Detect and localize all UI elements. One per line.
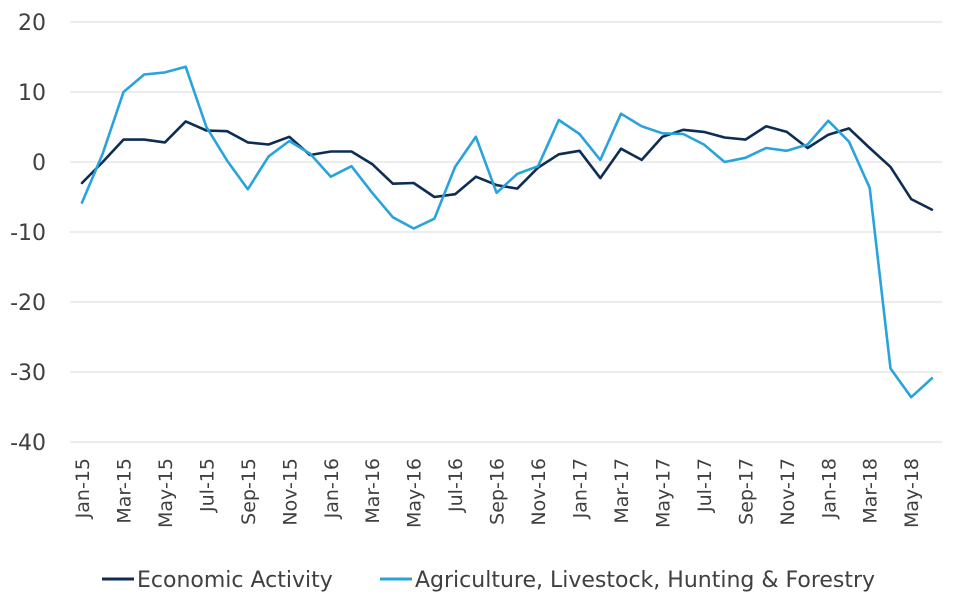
x-tick-label: Jan-18	[818, 458, 840, 519]
y-tick-label: 0	[32, 151, 46, 176]
x-tick-label: Sep-16	[487, 458, 509, 525]
x-tick-label: Mar-16	[362, 458, 384, 524]
y-axis-tick-labels: 20 10 0 -10 -20 -30 -40	[10, 11, 46, 456]
x-tick-label: May-18	[901, 458, 923, 528]
x-tick-label: Mar-17	[611, 458, 633, 524]
x-tick-label: Jul-16	[445, 458, 467, 513]
y-tick-label: -20	[10, 291, 46, 316]
x-tick-label: Jan-16	[321, 458, 343, 519]
x-tick-label: May-16	[404, 458, 426, 528]
x-tick-label: Nov-17	[777, 458, 799, 526]
y-tick-label: -10	[10, 221, 46, 246]
gridlines	[70, 21, 942, 443]
series-lines	[80, 65, 934, 399]
x-tick-label: Nov-15	[279, 458, 301, 526]
legend-label-economic-activity: Economic Activity	[137, 568, 333, 593]
x-tick-label: May-17	[652, 458, 674, 528]
y-tick-label: 10	[18, 81, 46, 106]
x-tick-label: Jul-17	[694, 458, 716, 513]
x-tick-label: Mar-15	[113, 458, 135, 524]
x-tick-label: May-15	[155, 458, 177, 528]
x-tick-label: Sep-15	[238, 458, 260, 525]
series-line-economic-activity	[80, 120, 934, 211]
legend-label-agriculture: Agriculture, Livestock, Hunting & Forest…	[415, 568, 875, 593]
x-tick-label: Sep-17	[735, 458, 757, 525]
x-tick-label: Jan-15	[72, 458, 94, 519]
series-line-agriculture	[80, 65, 934, 399]
x-tick-label: Jul-15	[196, 458, 218, 513]
x-tick-label: Nov-16	[528, 458, 550, 526]
y-tick-label: -40	[10, 431, 46, 456]
y-tick-label: 20	[18, 11, 46, 36]
x-tick-label: Mar-18	[860, 458, 882, 524]
x-axis-tick-labels: Jan-15 Mar-15 May-15 Jul-15 Sep-15 Nov-15 Jan-…	[72, 458, 923, 528]
legend: Economic Activity Agriculture, Livestock…	[102, 568, 875, 593]
y-tick-label: -30	[10, 361, 46, 386]
x-tick-label: Jan-17	[570, 458, 592, 519]
